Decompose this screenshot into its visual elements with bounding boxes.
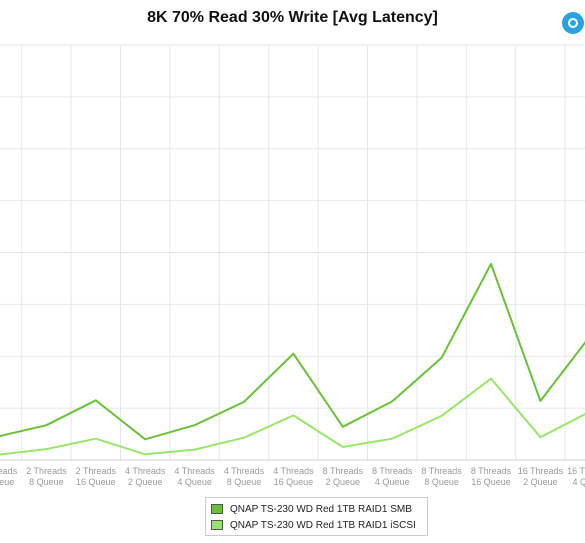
x-tick-label: 8 Threads 2 Queue — [323, 466, 364, 487]
legend-label-iscsi: QNAP TS-230 WD Red 1TB RAID1 iSCSI — [230, 519, 416, 531]
x-tick-label: 2 Threads 16 Queue — [76, 466, 117, 487]
x-tick-label: 16 Threads 2 Queue — [518, 466, 564, 487]
x-tick-label: 2 Threads 8 Queue — [26, 466, 67, 487]
legend: QNAP TS-230 WD Red 1TB RAID1 SMB QNAP TS… — [205, 497, 428, 536]
x-tick-label: 8 Threads 8 Queue — [421, 466, 462, 487]
x-tick-label: 4 Threads 4 Queue — [174, 466, 215, 487]
legend-item-smb[interactable]: QNAP TS-230 WD Red 1TB RAID1 SMB — [211, 501, 422, 517]
x-tick-label: 8 Threads 4 Queue — [372, 466, 413, 487]
x-tick-label: 4 Threads 8 Queue — [224, 466, 265, 487]
legend-label-smb: QNAP TS-230 WD Red 1TB RAID1 SMB — [230, 503, 412, 515]
series-line-1 — [0, 377, 585, 456]
grid-lines — [0, 44, 585, 461]
chart-menu-icon[interactable] — [562, 12, 584, 34]
series-lines — [0, 262, 585, 456]
chart-title: 8K 70% Read 30% Write [Avg Latency] — [147, 9, 438, 26]
x-tick-label: 4 Threads 2 Queue — [125, 466, 166, 487]
x-tick-label: 8 Threads 16 Queue — [471, 466, 512, 487]
x-tick-label: 4 Threads 16 Queue — [273, 466, 314, 487]
legend-swatch-iscsi — [211, 520, 223, 530]
series-line-0 — [0, 262, 585, 441]
legend-item-iscsi[interactable]: QNAP TS-230 WD Red 1TB RAID1 iSCSI — [211, 517, 422, 533]
legend-swatch-smb — [211, 504, 223, 514]
